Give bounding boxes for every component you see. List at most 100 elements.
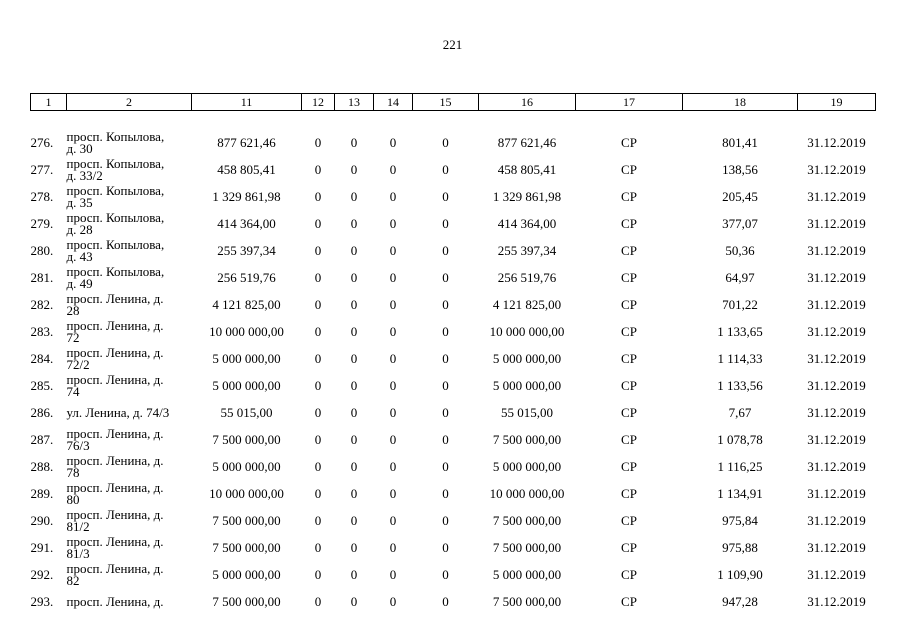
col-18-value: 975,88 — [722, 539, 758, 555]
col-19-value: 31.12.2019 — [807, 188, 866, 204]
col-18-value: 138,56 — [722, 161, 758, 177]
header-cell: 15 — [412, 93, 479, 111]
col-15-value: 0 — [442, 566, 449, 582]
address: просп. Ленина, д. 28 — [66, 290, 164, 318]
col-16-value: 256 519,76 — [497, 269, 557, 285]
col-16-value: 414 364,00 — [497, 215, 557, 231]
col-13-value: 0 — [350, 566, 358, 582]
header-cell: 1 — [30, 93, 67, 111]
row-number: 279. — [30, 215, 54, 231]
col-15-value: 0 — [442, 485, 449, 501]
col-18-value: 377,07 — [722, 215, 758, 231]
header-cell: 18 — [682, 93, 798, 111]
col-18-value: 1 114,33 — [717, 350, 763, 366]
col-14-value: 0 — [389, 323, 397, 339]
col-11-value: 7 500 000,00 — [212, 539, 281, 555]
col-11-value: 5 000 000,00 — [212, 350, 281, 366]
col-18-value: 1 116,25 — [717, 458, 763, 474]
row-number: 293. — [30, 593, 54, 609]
col-19-value: 31.12.2019 — [807, 215, 866, 231]
col-11-value: 458 805,41 — [217, 161, 276, 177]
col-15-value: 0 — [442, 512, 449, 528]
col-19-value: 31.12.2019 — [807, 323, 866, 339]
address: просп. Ленина, д. 72/2 — [66, 344, 164, 372]
col-15-value: 0 — [442, 431, 449, 447]
col-17-value: СР — [621, 188, 637, 204]
col-13-value: 0 — [350, 404, 358, 420]
col-15-value: 0 — [442, 269, 449, 285]
header-cell: 17 — [575, 93, 683, 111]
col-19-value: 31.12.2019 — [807, 485, 866, 501]
col-18-value: 1 133,56 — [717, 377, 763, 393]
address: просп. Копылова, д. 35 — [66, 182, 165, 210]
address: просп. Ленина, д. 81/2 — [66, 506, 164, 534]
col-15-value: 0 — [442, 134, 449, 150]
col-14-value: 0 — [389, 566, 397, 582]
col-13-value: 0 — [350, 593, 358, 609]
col-12-value: 0 — [314, 188, 322, 204]
col-17-value: СР — [621, 539, 637, 555]
col-13-value: 0 — [350, 134, 358, 150]
col-14-value: 0 — [389, 485, 397, 501]
col-15-value: 0 — [442, 188, 449, 204]
col-11-value: 5 000 000,00 — [212, 377, 281, 393]
col-17-value: СР — [621, 404, 637, 420]
col-12-value: 0 — [314, 404, 322, 420]
table-row: 293. просп. Ленина, д. 7 500 000,00 0 0 0 0 7 5… — [31, 588, 876, 615]
col-12-value: 0 — [314, 512, 322, 528]
col-19-value: 31.12.2019 — [807, 512, 866, 528]
col-14-value: 0 — [389, 377, 397, 393]
row-number: 290. — [30, 512, 54, 528]
col-14-value: 0 — [389, 242, 397, 258]
col-19-value: 31.12.2019 — [807, 134, 866, 150]
address: просп. Копылова, д. 49 — [66, 263, 165, 291]
row-number: 276. — [30, 134, 54, 150]
col-15-value: 0 — [442, 350, 449, 366]
col-19-value: 31.12.2019 — [807, 161, 866, 177]
col-13-value: 0 — [350, 215, 358, 231]
col-15-value: 0 — [442, 377, 449, 393]
col-18-value: 7,67 — [728, 404, 752, 420]
col-17-value: СР — [621, 431, 637, 447]
col-14-value: 0 — [389, 188, 397, 204]
row-number: 289. — [30, 485, 54, 501]
col-14-value: 0 — [389, 512, 397, 528]
col-13-value: 0 — [350, 323, 358, 339]
col-19-value: 31.12.2019 — [807, 593, 866, 609]
table-row: 279. просп. Копылова, д. 28 414 364,00 0 0 0 0… — [31, 210, 876, 237]
col-17-value: СР — [621, 458, 637, 474]
col-16-value: 5 000 000,00 — [492, 458, 562, 474]
col-11-value: 255 397,34 — [217, 242, 276, 258]
col-12-value: 0 — [314, 269, 322, 285]
col-14-value: 0 — [389, 296, 397, 312]
table-header: 1 2 11 12 13 14 15 16 17 18 19 — [30, 93, 876, 111]
col-12-value: 0 — [314, 431, 322, 447]
col-16-value: 7 500 000,00 — [492, 512, 562, 528]
col-17-value: СР — [621, 269, 637, 285]
col-16-value: 4 121 825,00 — [492, 296, 562, 312]
row-number: 278. — [30, 188, 54, 204]
col-16-value: 255 397,34 — [497, 242, 557, 258]
col-18-value: 1 134,91 — [717, 485, 763, 501]
col-12-value: 0 — [314, 161, 322, 177]
address: просп. Копылова, д. 33/2 — [66, 155, 165, 183]
col-16-value: 7 500 000,00 — [492, 593, 562, 609]
col-13-value: 0 — [350, 350, 358, 366]
col-17-value: СР — [621, 485, 637, 501]
row-number: 292. — [30, 566, 54, 582]
header-cell: 11 — [191, 93, 302, 111]
data-table: 1 2 11 12 13 14 15 16 17 18 19 276. просп. Копылова… — [30, 93, 876, 615]
address: просп. Ленина, д. 78 — [66, 452, 164, 480]
col-15-value: 0 — [442, 323, 449, 339]
col-13-value: 0 — [350, 296, 358, 312]
header-cell: 16 — [478, 93, 576, 111]
col-13-value: 0 — [350, 458, 358, 474]
col-17-value: СР — [621, 512, 637, 528]
col-12-value: 0 — [314, 134, 322, 150]
col-18-value: 801,41 — [722, 134, 758, 150]
col-17-value: СР — [621, 134, 637, 150]
col-12-value: 0 — [314, 350, 322, 366]
col-16-value: 55 015,00 — [501, 404, 553, 420]
col-19-value: 31.12.2019 — [807, 296, 866, 312]
col-14-value: 0 — [389, 215, 397, 231]
